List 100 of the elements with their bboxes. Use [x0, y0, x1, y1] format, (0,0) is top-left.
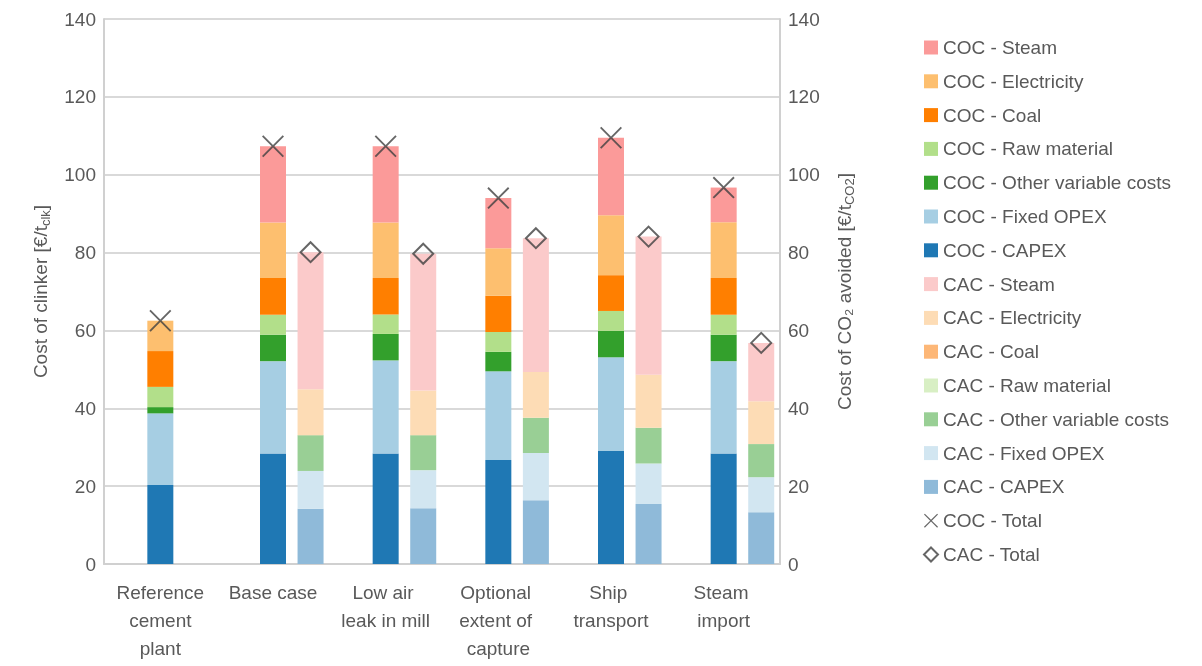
- bar: [410, 470, 437, 509]
- bar: [710, 334, 737, 362]
- point: [299, 241, 322, 264]
- bar: [598, 330, 624, 358]
- bar: [522, 372, 549, 418]
- bar: [635, 236, 662, 375]
- y-tick-label: 80: [74, 242, 96, 264]
- x-tick-label: Low air leak in mill: [341, 581, 431, 631]
- point: [600, 126, 622, 149]
- legend-label: CAC - Total: [943, 544, 1040, 565]
- legend-label: COC - Electricity: [943, 70, 1084, 92]
- bar: [748, 512, 775, 564]
- bar: [710, 453, 737, 564]
- point: [412, 242, 435, 265]
- bar: [410, 435, 437, 471]
- bar: [485, 351, 512, 372]
- bar: [297, 435, 324, 471]
- legend-label: CAC - CAPEX: [943, 476, 1065, 498]
- point: [712, 176, 735, 199]
- bar: [485, 460, 512, 564]
- legend-label: COC - Steam: [943, 37, 1058, 58]
- bar: [410, 253, 437, 391]
- point: [487, 187, 510, 210]
- legend-label: CAC - Coal: [943, 341, 1040, 363]
- bar: [748, 401, 775, 445]
- legend-label: CAC - Steam: [943, 273, 1055, 295]
- bar: [598, 215, 624, 276]
- legend-label: COC - Raw material: [943, 138, 1113, 160]
- bar: [522, 417, 549, 454]
- y-tick-label: 60: [74, 319, 96, 341]
- bar: [635, 504, 662, 564]
- legend-label: COC - Other variable costs: [943, 172, 1172, 194]
- bar: [522, 500, 549, 564]
- bar: [710, 222, 737, 278]
- bar: [710, 314, 737, 335]
- bar: [372, 360, 399, 454]
- bar: [297, 470, 324, 509]
- legend-label: CAC - Raw material: [943, 375, 1111, 396]
- bar: [147, 413, 174, 485]
- bar: [147, 351, 174, 387]
- bar: [147, 484, 174, 564]
- bar: [598, 275, 624, 311]
- legend-label: CAC - Fixed OPEX: [943, 442, 1105, 464]
- bar: [710, 187, 737, 223]
- bar: [260, 334, 286, 362]
- bar: [485, 371, 512, 461]
- bar: [372, 277, 399, 315]
- bar: [260, 222, 286, 278]
- bar: [260, 361, 286, 454]
- bar: [372, 222, 399, 278]
- bar: [748, 444, 775, 478]
- y2-tick-label: 140: [788, 8, 820, 30]
- bar: [635, 374, 662, 428]
- bar: [372, 333, 399, 361]
- bar: [297, 252, 324, 390]
- bar: [297, 508, 324, 564]
- bar: [748, 477, 775, 513]
- point: [750, 331, 773, 354]
- bar: [372, 453, 399, 564]
- bar: [710, 361, 737, 454]
- legend-label: COC - Total: [943, 510, 1042, 532]
- point: [524, 227, 547, 250]
- bar: [485, 331, 512, 352]
- bar: [260, 453, 286, 564]
- y-tick-label: 100: [64, 164, 96, 186]
- bar: [710, 277, 737, 315]
- y-tick-label: 40: [74, 397, 96, 419]
- bar: [260, 146, 286, 223]
- bar: [635, 427, 662, 464]
- bar: [372, 146, 399, 223]
- point: [637, 225, 660, 248]
- y-tick-label: 0: [85, 553, 96, 575]
- bar: [372, 314, 399, 334]
- y-tick-label: 120: [64, 86, 96, 108]
- bar: [147, 320, 174, 352]
- y-tick-label: 140: [64, 8, 96, 30]
- bar: [260, 314, 286, 335]
- y2-tick-label: 100: [788, 164, 820, 186]
- legend-label: CAC - Electricity: [943, 307, 1082, 329]
- y2-tick-label: 0: [788, 553, 799, 575]
- bar: [485, 198, 512, 249]
- bar: [635, 463, 662, 505]
- y2-tick-label: 40: [788, 397, 810, 419]
- point: [262, 135, 284, 158]
- bar: [748, 342, 775, 402]
- x-tick-label: Optional extent of capture: [459, 581, 538, 659]
- legend-label: COC - CAPEX: [943, 239, 1067, 261]
- bar: [522, 453, 549, 501]
- bar: [598, 357, 624, 452]
- point: [374, 135, 397, 158]
- bar: [485, 295, 512, 332]
- x-tick-label: Ship transport: [573, 581, 650, 631]
- legend-label: COC - Coal: [943, 104, 1042, 126]
- x-tick-label: Steam import: [693, 581, 754, 631]
- legend-label: CAC - Other variable costs: [943, 408, 1169, 430]
- y2-tick-label: 120: [788, 86, 820, 108]
- bar: [598, 310, 624, 331]
- x-tick-label: Base case: [228, 581, 318, 603]
- bar: [522, 238, 549, 373]
- y2-tick-label: 60: [788, 319, 810, 341]
